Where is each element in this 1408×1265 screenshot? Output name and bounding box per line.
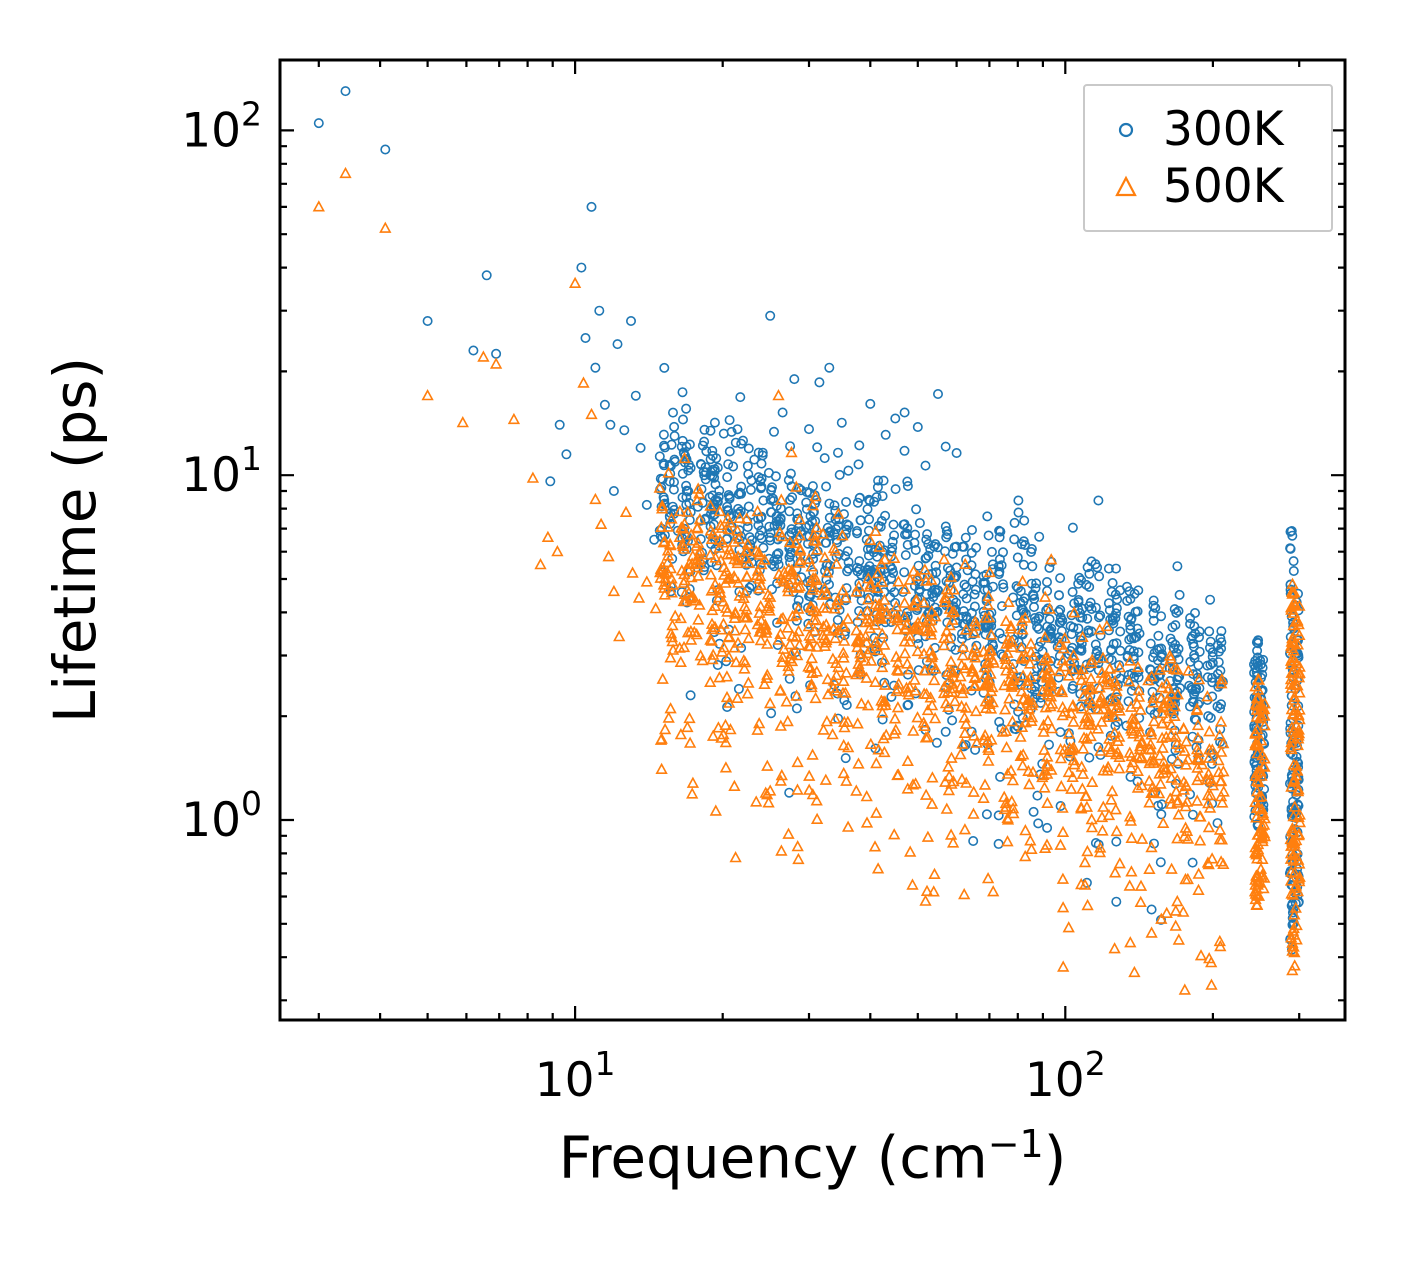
x-tick-label: 101 [535,1044,616,1108]
x-axis-label: Frequency (cm−1) [280,1122,1345,1191]
legend: 300K 500K [1083,84,1333,232]
x-axis-label-superscript: −1 [987,1122,1044,1166]
y-tick-label: 101 [181,439,262,503]
x-axis-label-close: ) [1043,1123,1067,1192]
circle-marker-icon [1118,122,1134,137]
series-500k-points [312,166,1307,995]
data-points-layer [312,86,1307,995]
triangle-marker-icon [1115,175,1137,196]
y-axis-label: Lifetime (ps) [41,356,109,724]
legend-entry-300k: 300K [1109,106,1331,153]
plot-frame [278,58,1347,1022]
x-axis-label-text: Frequency (cm [558,1123,988,1192]
x-tick-label: 102 [1025,1044,1106,1108]
axis-ticks [280,60,1345,1020]
legend-label-500k: 500K [1163,159,1284,214]
y-tick-label: 102 [181,94,262,158]
y-tick-label: 100 [181,784,262,848]
legend-entry-500k: 500K [1109,163,1331,210]
legend-label-300k: 300K [1163,102,1284,157]
